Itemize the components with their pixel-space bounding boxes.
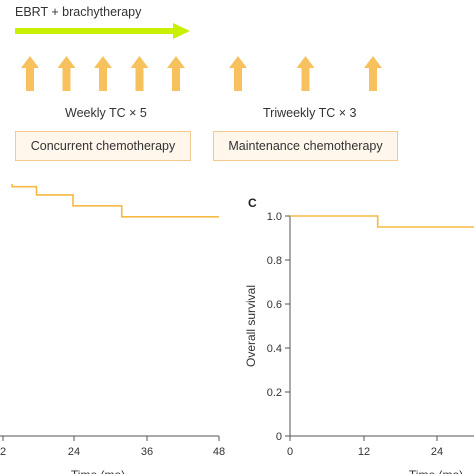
y-tick-label: 0	[276, 431, 282, 443]
ebrt-arrow-shaft	[15, 28, 175, 34]
weekly-dose-arrow	[167, 56, 185, 91]
ebrt-label: EBRT + brachytherapy	[15, 5, 142, 19]
survival-curve	[290, 215, 474, 228]
x-tick-label: 2	[0, 446, 6, 458]
maintenance-chemotherapy-box: Maintenance chemotherapy	[213, 131, 398, 161]
weekly-label: Weekly TC × 5	[65, 106, 147, 120]
concurrent-chemotherapy-label: Concurrent chemotherapy	[30, 139, 176, 153]
y-tick-label: 0.8	[267, 255, 282, 267]
x-tick-label: 12	[358, 446, 370, 458]
maintenance-chemotherapy-label: Maintenance chemotherapy	[228, 139, 383, 153]
treatment-schema	[15, 23, 382, 91]
concurrent-chemotherapy-box: Concurrent chemotherapy	[15, 131, 191, 161]
x-tick-label: 48	[213, 446, 225, 458]
dose-arrows	[21, 56, 382, 91]
survival-chart-c: 0 12 24 0 0.2 0.4 0.6 0.8 1.0 Time (mo) Overall su…	[244, 196, 474, 474]
x-tick-label: 36	[141, 446, 153, 458]
panel-label: C	[248, 196, 257, 210]
weekly-dose-arrow	[21, 56, 39, 91]
triweekly-dose-arrow	[229, 56, 247, 91]
triweekly-dose-arrow	[296, 56, 315, 91]
weekly-dose-arrow	[94, 56, 112, 91]
ebrt-arrow	[15, 23, 190, 39]
y-tick-label: 1.0	[267, 211, 282, 223]
weekly-dose-arrow	[130, 56, 149, 91]
triweekly-dose-arrow	[364, 56, 382, 91]
x-axis-label: Time (mo)	[71, 468, 125, 474]
ebrt-arrow-head	[173, 23, 190, 39]
y-tick-label: 0.2	[267, 387, 282, 399]
y-tick-label: 0.4	[267, 343, 282, 355]
x-axis-label: Time (mo)	[409, 468, 463, 474]
x-tick-label: 24	[431, 446, 443, 458]
x-tick-label: 24	[68, 446, 80, 458]
x-tick-label: 0	[287, 446, 293, 458]
triweekly-label: Triweekly TC × 3	[263, 106, 357, 120]
y-tick-label: 0.6	[267, 299, 282, 311]
y-axis-label: Overall survival	[244, 285, 258, 367]
survival-curve	[11, 184, 219, 218]
survival-chart-left: 2 24 36 48 Time (mo)	[0, 184, 225, 474]
weekly-dose-arrow	[57, 56, 76, 91]
